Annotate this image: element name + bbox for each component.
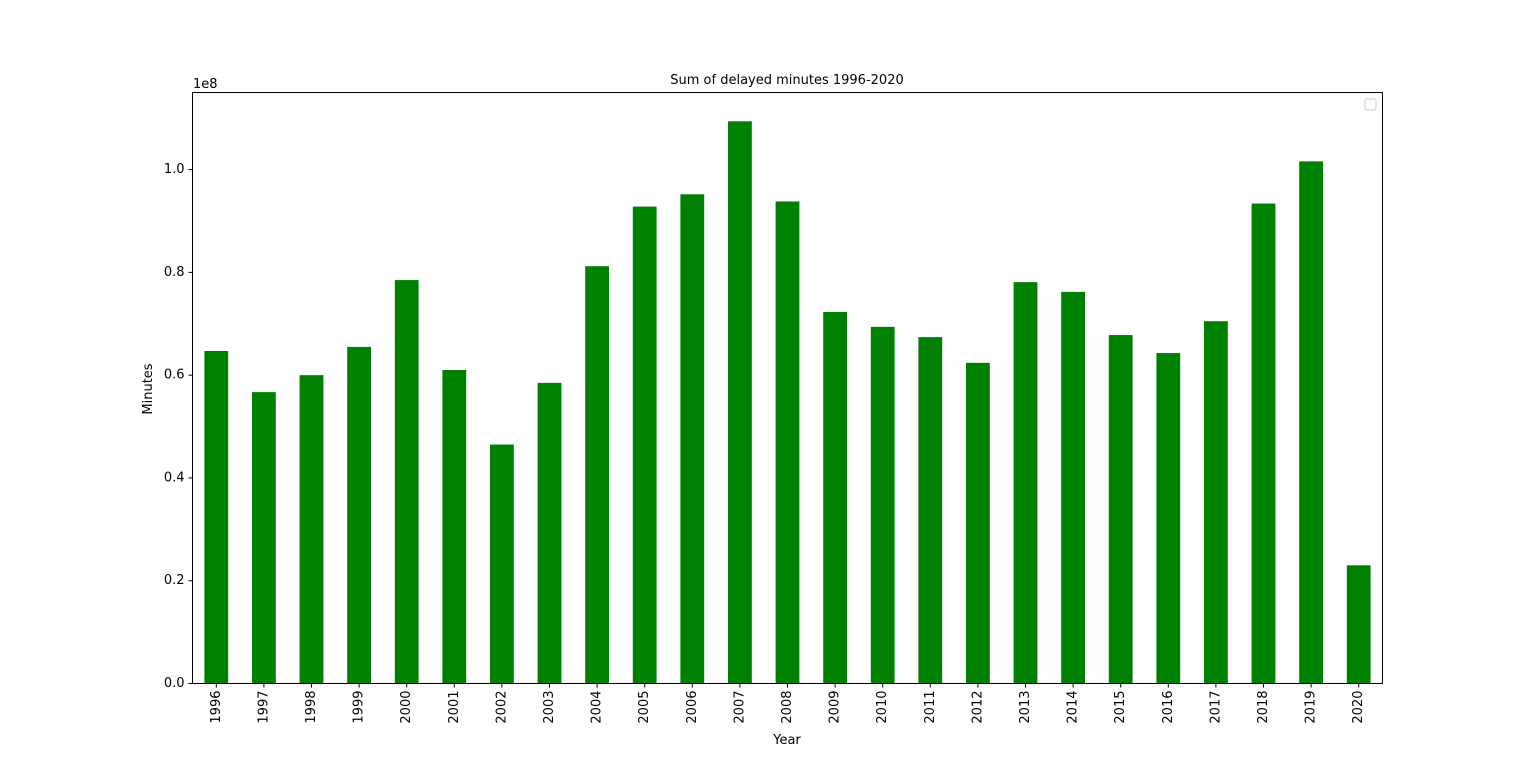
x-tick-label: 2014: [1066, 691, 1081, 724]
y-tick-label: 0.8: [164, 265, 185, 280]
bar-2016: [1156, 353, 1181, 684]
x-tick-label: 2017: [1208, 691, 1223, 724]
bar-2011: [918, 337, 943, 684]
bar-2014: [1061, 291, 1085, 684]
x-tick-label: 2018: [1256, 691, 1271, 724]
bar-1998: [299, 375, 324, 684]
bar-2010: [870, 326, 895, 684]
bar-2004: [585, 266, 609, 684]
x-tick-label: 2003: [542, 691, 557, 724]
x-tick-label: 2005: [637, 691, 652, 724]
y-tick-label: 0.2: [164, 573, 185, 588]
bar-2012: [966, 362, 990, 684]
y-tick-label: 0.0: [164, 676, 185, 691]
chart-title: Sum of delayed minutes 1996-2020: [670, 73, 903, 88]
bar-2008: [775, 201, 800, 684]
bar-2000: [394, 280, 419, 684]
bar-2003: [537, 382, 562, 684]
x-tick-label: 2011: [923, 691, 938, 724]
x-tick-label: 2020: [1351, 691, 1366, 724]
bar-1996: [204, 351, 229, 684]
x-axis-ticks: 1996 1997 1998 1999 2000 2001 2002 2003 2004 2005…: [209, 683, 1366, 724]
x-tick-label: 2002: [494, 691, 509, 724]
bar-2017: [1204, 321, 1228, 684]
x-tick-label: 1996: [209, 691, 224, 724]
bar-2005: [632, 206, 657, 684]
bar-2018: [1251, 203, 1276, 684]
bar-2007: [728, 121, 752, 684]
bar-2006: [680, 194, 705, 684]
x-tick-label: 2006: [685, 691, 700, 724]
y-axis-offset-text: 1e8: [193, 77, 218, 92]
y-tick-label: 0.6: [164, 368, 185, 383]
bar-2015: [1108, 335, 1133, 684]
bars-layer: [204, 121, 1371, 684]
y-axis-ticks: 0.0 0.2 0.4 0.6 0.8 1.0: [164, 162, 193, 691]
bar-1997: [252, 392, 276, 684]
y-tick-label: 0.4: [164, 470, 185, 485]
bar-2013: [1013, 282, 1038, 684]
x-tick-label: 2001: [447, 691, 462, 724]
bar-2020: [1346, 565, 1371, 684]
x-tick-label: 2015: [1113, 691, 1128, 724]
legend-box: [1364, 98, 1377, 111]
x-tick-label: 2004: [590, 691, 605, 724]
x-tick-label: 2010: [875, 691, 890, 724]
x-tick-label: 2012: [970, 691, 985, 724]
y-tick-label: 1.0: [164, 162, 185, 177]
x-tick-label: 1997: [256, 691, 271, 724]
x-tick-label: 2008: [780, 691, 795, 724]
y-axis-label: Minutes: [141, 363, 156, 414]
x-tick-label: 1998: [304, 691, 319, 724]
x-tick-label: 2019: [1304, 691, 1319, 724]
x-tick-label: 2000: [399, 691, 414, 724]
x-tick-label: 2009: [828, 691, 843, 724]
bar-2002: [490, 444, 514, 684]
bar-1999: [347, 346, 371, 684]
plot-frame: [192, 92, 1383, 684]
bar-2009: [823, 311, 847, 684]
x-tick-label: 1999: [352, 691, 367, 724]
x-tick-label: 2016: [1161, 691, 1176, 724]
bar-2001: [442, 370, 467, 684]
bar-2019: [1299, 161, 1323, 684]
x-tick-label: 2013: [1018, 691, 1033, 724]
x-axis-label: Year: [772, 733, 801, 748]
x-tick-label: 2007: [732, 691, 747, 724]
